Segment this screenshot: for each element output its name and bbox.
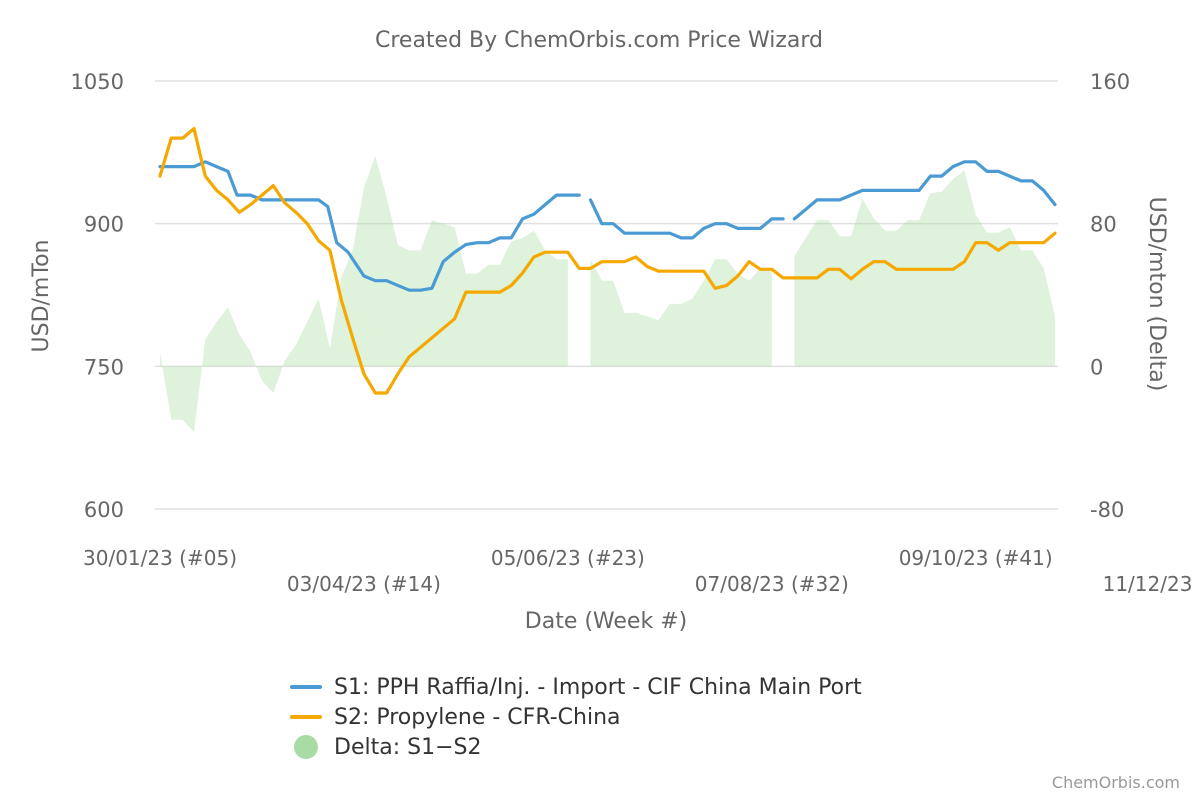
legend-swatch-delta <box>294 735 318 759</box>
y2-tick-label: -80 <box>1090 498 1124 522</box>
legend-label-s2: S2: Propylene - CFR-China <box>334 704 621 730</box>
legend-swatch-s2 <box>290 715 322 719</box>
y2-tick-label: 80 <box>1090 213 1117 237</box>
x-tick-label: 30/01/23 (#05) <box>83 546 237 570</box>
y-tick-label: 750 <box>84 355 124 379</box>
x-tick-label: 03/04/23 (#14) <box>287 572 441 596</box>
s2-line-segment <box>158 127 1057 395</box>
y2-axis-label: USD/mton (Delta) <box>1144 197 1169 392</box>
legend-label-delta: Delta: S1−S2 <box>334 734 482 760</box>
legend-item-s2[interactable]: S2: Propylene - CFR-China <box>290 702 862 732</box>
delta-area-segment <box>590 259 772 367</box>
s1-line-segment <box>158 160 581 292</box>
y-axis-label: USD/mTon <box>29 240 54 353</box>
delta-area-segment <box>160 155 568 433</box>
line-series <box>158 127 1057 395</box>
legend-swatch-s1 <box>290 685 322 689</box>
x-tick-label: 05/06/23 (#23) <box>491 546 645 570</box>
legend: S1: PPH Raffia/Inj. - Import - CIF China… <box>290 672 862 762</box>
delta-area-series <box>160 155 1055 433</box>
y-tick-label: 1050 <box>71 70 124 94</box>
x-tick-label: 11/12/23 (#50) <box>1103 572 1200 596</box>
credit-label: ChemOrbis.com <box>1051 773 1180 792</box>
y-tick-label: 600 <box>84 498 124 522</box>
y2-tick-label: 160 <box>1090 70 1130 94</box>
axes: 600 750 900 1050 -80 0 80 160 30/01/23 (#05) 03/0… <box>71 70 1200 596</box>
y-tick-label: 900 <box>84 213 124 237</box>
legend-item-delta[interactable]: Delta: S1−S2 <box>290 732 862 762</box>
legend-label-s1: S1: PPH Raffia/Inj. - Import - CIF China… <box>334 674 862 700</box>
s1-line-segment <box>588 198 785 240</box>
x-tick-label: 09/10/23 (#41) <box>899 546 1053 570</box>
legend-item-s1[interactable]: S1: PPH Raffia/Inj. - Import - CIF China… <box>290 672 862 702</box>
x-tick-label: 07/08/23 (#32) <box>695 572 849 596</box>
y2-tick-label: 0 <box>1090 355 1103 379</box>
chart-title: Created By ChemOrbis.com Price Wizard <box>375 28 823 53</box>
x-axis-label: Date (Week #) <box>525 609 687 634</box>
s1-line-segment <box>792 160 1057 221</box>
